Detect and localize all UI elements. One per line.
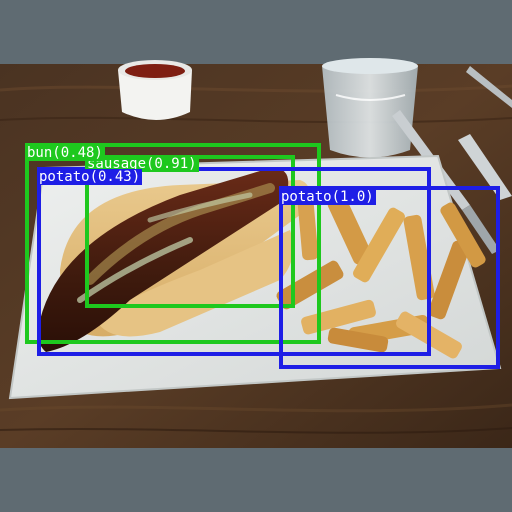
water-glass-icon <box>322 58 418 158</box>
detection-label-bun: bun(0.48) <box>25 145 105 161</box>
letterbox-bottom <box>0 448 512 512</box>
detection-label-sausage: sausage(0.91) <box>85 156 199 172</box>
ketchup-cup-icon <box>118 60 192 120</box>
fork-icon <box>458 66 512 200</box>
detection-box-potato-left <box>37 167 431 356</box>
detection-box-potato-right <box>279 186 500 369</box>
detection-label-potato-left: potato(0.43) <box>37 169 143 185</box>
detection-label-potato-right: potato(1.0) <box>279 189 376 205</box>
detection-box-bun <box>25 143 321 344</box>
letterbox-top <box>0 0 512 64</box>
